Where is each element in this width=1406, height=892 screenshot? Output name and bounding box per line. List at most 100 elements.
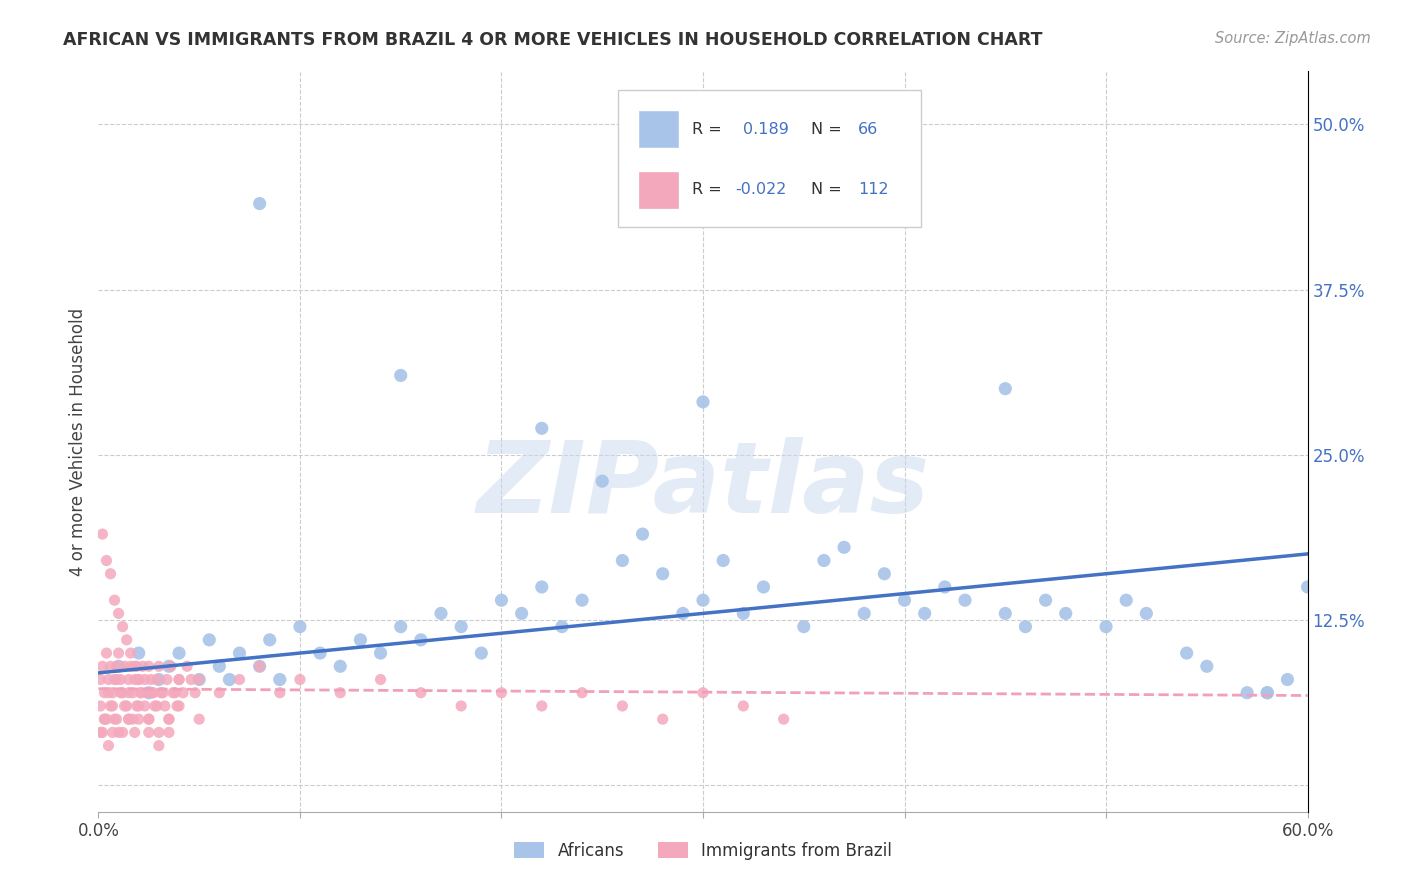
Point: [672, 607, 695, 621]
Point: [692, 593, 714, 607]
Point: [157, 725, 180, 739]
Point: [157, 659, 180, 673]
Point: [198, 632, 221, 647]
Point: [138, 725, 160, 739]
Point: [1014, 620, 1036, 634]
Point: [329, 686, 352, 700]
Point: [157, 712, 180, 726]
Point: [97, 673, 120, 687]
Point: [163, 686, 186, 700]
Point: [107, 607, 129, 621]
Point: [612, 698, 634, 713]
Point: [1256, 686, 1278, 700]
Point: [389, 368, 412, 383]
Point: [148, 725, 170, 739]
Point: [101, 686, 124, 700]
Point: [100, 698, 122, 713]
Point: [733, 698, 755, 713]
Point: [370, 673, 392, 687]
Point: [853, 607, 876, 621]
Point: [118, 673, 141, 687]
Point: [772, 712, 794, 726]
Point: [1256, 686, 1278, 700]
Point: [134, 673, 156, 687]
Point: [97, 739, 120, 753]
Point: [793, 620, 815, 634]
Point: [530, 698, 553, 713]
Point: [167, 698, 190, 713]
Point: [96, 553, 118, 567]
Point: [138, 659, 160, 673]
Point: [103, 673, 125, 687]
Point: [89, 725, 111, 739]
Text: -0.022: -0.022: [735, 182, 787, 197]
Point: [143, 698, 166, 713]
Point: [105, 673, 128, 687]
Point: [91, 527, 114, 541]
Point: [118, 712, 141, 726]
Y-axis label: 4 or more Vehicles in Household: 4 or more Vehicles in Household: [69, 308, 87, 575]
Point: [118, 712, 141, 726]
Point: [110, 686, 132, 700]
Point: [873, 566, 896, 581]
Point: [128, 646, 150, 660]
Point: [148, 659, 170, 673]
Point: [1054, 607, 1077, 621]
Point: [571, 686, 593, 700]
Point: [118, 686, 141, 700]
Point: [249, 659, 271, 673]
Point: [166, 698, 188, 713]
Point: [100, 566, 122, 581]
Point: [176, 659, 198, 673]
Point: [93, 686, 115, 700]
Point: [612, 553, 634, 567]
Point: [228, 646, 250, 660]
Point: [1296, 580, 1319, 594]
Point: [138, 712, 160, 726]
Point: [101, 725, 124, 739]
Point: [148, 673, 170, 687]
Point: [269, 686, 291, 700]
Point: [105, 659, 128, 673]
Point: [124, 659, 146, 673]
Point: [389, 620, 412, 634]
Point: [115, 632, 138, 647]
Text: 0.189: 0.189: [742, 121, 789, 136]
Point: [134, 698, 156, 713]
Point: [124, 725, 146, 739]
Point: [288, 673, 311, 687]
Point: [188, 673, 211, 687]
Point: [430, 607, 453, 621]
Point: [288, 620, 311, 634]
Point: [162, 686, 184, 700]
Text: N =: N =: [811, 121, 846, 136]
Point: [208, 686, 231, 700]
Point: [111, 686, 134, 700]
Point: [491, 686, 513, 700]
Point: [111, 620, 134, 634]
Text: R =: R =: [692, 121, 727, 136]
Point: [91, 725, 114, 739]
Point: [91, 659, 114, 673]
Point: [349, 632, 371, 647]
Text: Source: ZipAtlas.com: Source: ZipAtlas.com: [1215, 31, 1371, 46]
Point: [510, 607, 533, 621]
Point: [139, 673, 162, 687]
Point: [733, 607, 755, 621]
Legend: Africans, Immigrants from Brazil: Africans, Immigrants from Brazil: [508, 835, 898, 866]
Point: [107, 659, 129, 673]
Point: [269, 673, 291, 687]
Point: [711, 553, 734, 567]
Point: [146, 698, 169, 713]
Point: [631, 527, 654, 541]
Point: [128, 698, 150, 713]
Point: [100, 659, 122, 673]
Point: [96, 712, 118, 726]
Point: [120, 646, 142, 660]
Point: [160, 659, 183, 673]
Point: [107, 646, 129, 660]
Point: [893, 593, 915, 607]
Point: [370, 646, 392, 660]
Text: ZIPatlas: ZIPatlas: [477, 437, 929, 534]
Point: [125, 698, 148, 713]
